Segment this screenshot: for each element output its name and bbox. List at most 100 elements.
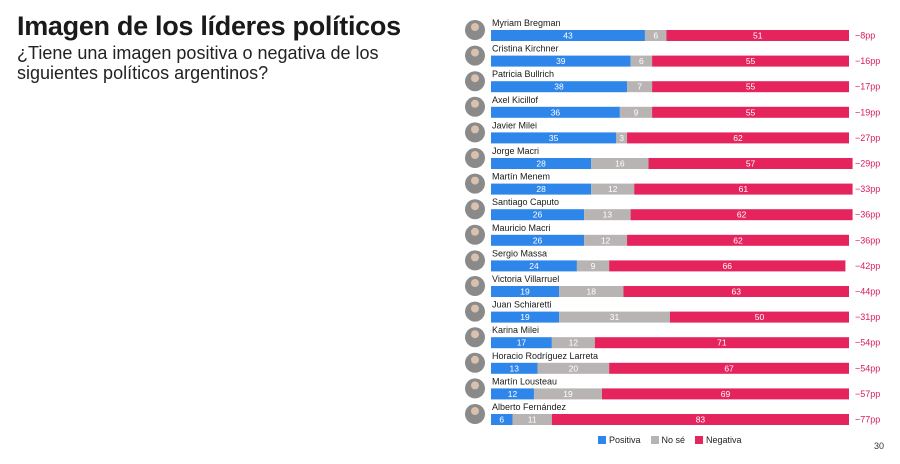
diff-label-karina-milei: −54pp: [855, 338, 880, 348]
row-label-karina-milei: Karina Milei: [492, 325, 539, 335]
avatar-face-patricia-bullrich: [471, 74, 479, 83]
bar-no-se-cristina-kirchner: [630, 55, 653, 67]
diff-label-juan-schiaretti: −31pp: [855, 312, 880, 322]
bar-no-se-axel-kicillof: [619, 106, 653, 118]
value-label-negativa-cristina-kirchner: 55: [746, 56, 756, 66]
row-label-javier-milei: Javier Milei: [492, 120, 537, 130]
bar-negativa-sergio-massa: [609, 260, 846, 272]
legend-label-negativa: Negativa: [706, 435, 742, 445]
row-label-martin-lousteau: Martín Lousteau: [492, 376, 557, 386]
diff-label-alberto-fernandez: −77pp: [855, 415, 880, 425]
value-label-positiva-victoria-villarruel: 19: [520, 287, 530, 297]
diff-label-myriam-bregman: −8pp: [855, 31, 875, 41]
avatar-face-santiago-caputo: [471, 202, 479, 211]
row-label-mauricio-macri: Mauricio Macri: [492, 223, 551, 233]
bar-no-se-patricia-bullrich: [627, 81, 653, 93]
diff-label-cristina-kirchner: −16pp: [855, 56, 880, 66]
diff-label-victoria-villarruel: −44pp: [855, 287, 880, 297]
avatar-face-alberto-fernandez: [471, 407, 479, 415]
bar-no-se-myriam-bregman: [644, 30, 667, 41]
legend-item-negativa: Negativa: [695, 435, 742, 445]
value-label-negativa-sergio-massa: 66: [723, 261, 733, 271]
bar-no-se-javier-milei: [616, 132, 628, 144]
bar-positiva-martin-lousteau: [491, 388, 534, 400]
bar-no-se-sergio-massa: [576, 260, 610, 272]
value-label-negativa-alberto-fernandez: 83: [696, 415, 706, 425]
value-label-negativa-victoria-villarruel: 63: [731, 287, 741, 297]
value-label-negativa-martin-menem: 61: [739, 184, 749, 194]
avatar-face-karina-milei: [471, 330, 479, 339]
avatar-face-javier-milei: [471, 125, 479, 134]
value-label-no-se-javier-milei: 3: [619, 133, 624, 143]
value-label-positiva-myriam-bregman: 43: [563, 31, 573, 41]
value-label-positiva-martin-menem: 28: [536, 184, 546, 194]
bar-negativa-martin-menem: [634, 183, 853, 195]
value-label-no-se-santiago-caputo: 13: [603, 210, 613, 220]
value-label-no-se-mauricio-macri: 12: [601, 235, 611, 245]
value-label-positiva-cristina-kirchner: 39: [556, 56, 566, 66]
legend-label-positiva: Positiva: [609, 435, 641, 445]
legend-swatch-no-se: [650, 436, 659, 444]
value-label-positiva-juan-schiaretti: 19: [520, 312, 530, 322]
value-label-no-se-cristina-kirchner: 6: [639, 56, 644, 66]
value-label-no-se-alberto-fernandez: 11: [528, 415, 537, 425]
bar-negativa-horacio-rodriguez-larreta: [609, 362, 849, 374]
avatar-face-cristina-kirchner: [471, 48, 479, 57]
page-subtitle: ¿Tiene una imagen positiva o negativa de…: [17, 43, 379, 83]
avatar-face-jorge-macri: [471, 151, 479, 159]
bar-positiva-myriam-bregman: [491, 30, 645, 41]
bar-positiva-patricia-bullrich: [491, 81, 628, 93]
avatar-face-myriam-bregman: [471, 23, 479, 31]
value-label-no-se-sergio-massa: 9: [591, 261, 596, 271]
value-label-no-se-martin-menem: 12: [608, 184, 618, 194]
value-label-positiva-karina-milei: 17: [517, 338, 527, 348]
bar-negativa-cristina-kirchner: [652, 55, 849, 67]
diff-label-axel-kicillof: −19pp: [855, 107, 880, 117]
value-label-positiva-javier-milei: 35: [549, 133, 559, 143]
row-label-jorge-macri: Jorge Macri: [492, 146, 539, 156]
value-label-positiva-sergio-massa: 24: [529, 261, 539, 271]
bar-negativa-myriam-bregman: [666, 30, 849, 41]
value-label-positiva-martin-lousteau: 12: [508, 389, 518, 399]
row-label-axel-kicillof: Axel Kicillof: [492, 95, 539, 105]
bar-positiva-axel-kicillof: [491, 106, 620, 118]
row-label-alberto-fernandez: Alberto Fernández: [492, 402, 567, 412]
value-label-no-se-martin-lousteau: 19: [563, 389, 573, 399]
bar-no-se-jorge-macri: [591, 158, 649, 169]
bar-negativa-martin-lousteau: [601, 388, 849, 400]
diff-label-patricia-bullrich: −17pp: [855, 82, 880, 92]
value-label-no-se-patricia-bullrich: 7: [637, 82, 642, 92]
row-label-sergio-massa: Sergio Massa: [492, 248, 547, 258]
page-number: 30: [873, 441, 884, 451]
value-label-negativa-axel-kicillof: 55: [746, 107, 756, 117]
value-label-no-se-juan-schiaretti: 31: [610, 312, 620, 322]
row-label-myriam-bregman: Myriam Bregman: [492, 18, 561, 28]
bar-no-se-mauricio-macri: [584, 234, 628, 246]
value-label-negativa-mauricio-macri: 62: [733, 235, 743, 245]
value-label-no-se-victoria-villarruel: 18: [587, 287, 597, 297]
bar-negativa-alberto-fernandez: [551, 414, 849, 425]
diff-label-martin-lousteau: −57pp: [855, 389, 880, 399]
bar-positiva-victoria-villarruel: [491, 286, 560, 297]
value-label-positiva-horacio-rodriguez-larreta: 13: [510, 363, 520, 373]
value-label-negativa-jorge-macri: 57: [746, 159, 756, 169]
bar-negativa-santiago-caputo: [630, 209, 853, 221]
bar-no-se-horacio-rodriguez-larreta: [537, 362, 610, 374]
bar-no-se-martin-lousteau: [533, 388, 602, 400]
avatar-face-victoria-villarruel: [471, 279, 479, 287]
legend-item-positiva: Positiva: [598, 435, 641, 445]
bar-positiva-juan-schiaretti: [491, 311, 560, 323]
bar-no-se-juan-schiaretti: [559, 311, 670, 323]
value-label-positiva-mauricio-macri: 26: [533, 235, 543, 245]
diff-label-jorge-macri: −29pp: [855, 159, 880, 169]
bar-negativa-axel-kicillof: [652, 106, 849, 118]
value-label-negativa-horacio-rodriguez-larreta: 67: [724, 363, 734, 373]
row-label-martin-menem: Martín Menem: [492, 172, 550, 182]
bar-positiva-karina-milei: [491, 337, 552, 349]
value-label-negativa-juan-schiaretti: 50: [755, 312, 765, 322]
bar-negativa-juan-schiaretti: [670, 311, 849, 323]
diff-label-horacio-rodriguez-larreta: −54pp: [855, 363, 880, 373]
bar-positiva-javier-milei: [491, 132, 617, 144]
avatar-face-martin-menem: [471, 176, 479, 185]
value-label-no-se-axel-kicillof: 9: [634, 107, 639, 117]
